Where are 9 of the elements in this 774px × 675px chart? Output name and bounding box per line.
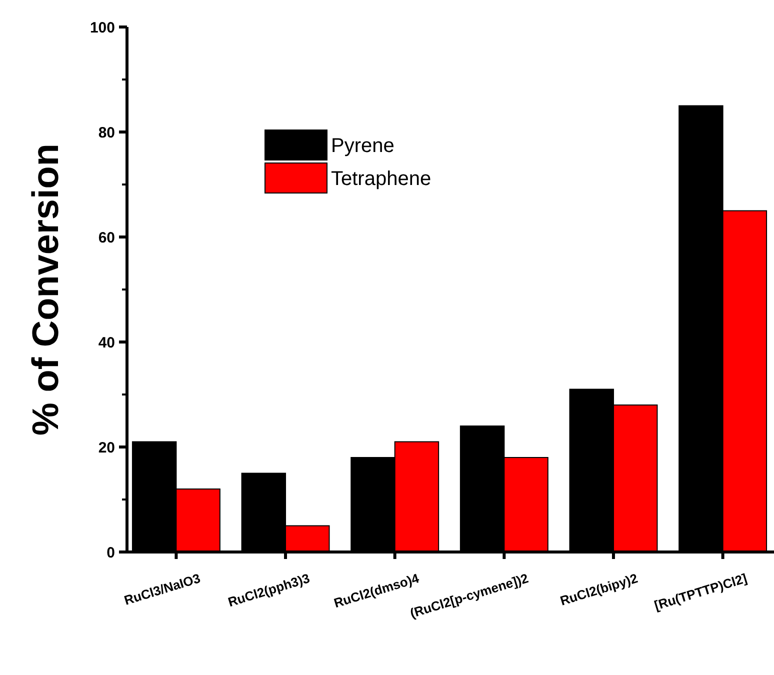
legend-label: Tetraphene xyxy=(331,168,432,190)
y-tick-label: 100 xyxy=(90,19,115,36)
y-axis-title: % of Conversion xyxy=(25,144,66,436)
legend-label: Pyrene xyxy=(331,135,394,157)
y-tick-label: 0 xyxy=(106,544,115,562)
y-tick-label: 40 xyxy=(98,334,115,352)
y-tick-label: 60 xyxy=(98,229,115,246)
y-tick-label: 20 xyxy=(98,439,115,456)
y-tick-label: 80 xyxy=(98,124,115,142)
